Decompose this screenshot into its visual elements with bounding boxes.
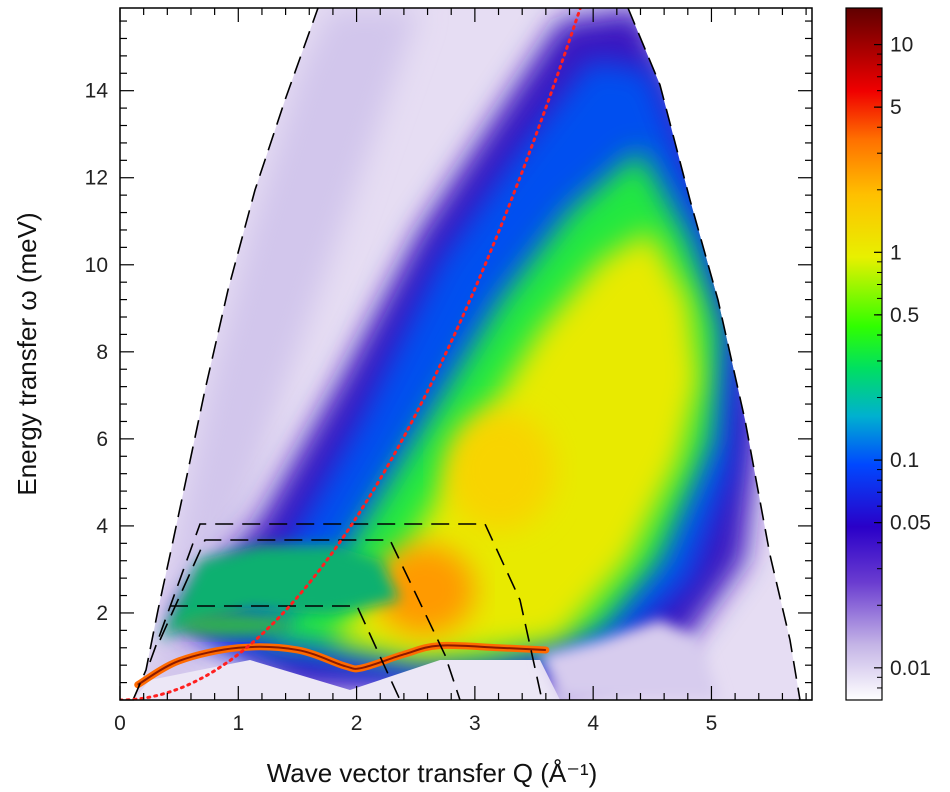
y-tick-label: 12 <box>85 167 108 190</box>
colorbar-tick-label: 0.05 <box>890 512 931 535</box>
colorbar-tick-label: 1 <box>890 241 902 264</box>
y-tick-label: 14 <box>85 80 109 103</box>
colorbar <box>846 8 882 700</box>
colorbar-tick-label: 0.01 <box>890 657 931 680</box>
x-tick-label: 3 <box>469 712 481 735</box>
colorbar-tick-label: 0.1 <box>890 449 919 472</box>
x-tick-label: 0 <box>114 712 126 735</box>
y-tick-label: 4 <box>96 515 108 538</box>
x-tick-label: 4 <box>587 712 599 735</box>
y-tick-label: 10 <box>85 254 108 277</box>
intensity-map <box>120 0 812 700</box>
x-tick-label: 2 <box>351 712 363 735</box>
colorbar-tick-label: 0.5 <box>890 304 919 327</box>
x-tick-label: 1 <box>232 712 244 735</box>
x-tick-label: 5 <box>706 712 718 735</box>
y-tick-label: 8 <box>96 341 108 364</box>
y-axis-label: Energy transfer ω (meV) <box>12 212 42 495</box>
colorbar-tick-label: 5 <box>890 96 902 119</box>
y-tick-label: 6 <box>96 428 108 451</box>
colorbar-tick-label: 10 <box>890 34 913 57</box>
x-axis-label: Wave vector transfer Q (Å⁻¹) <box>267 758 598 788</box>
y-tick-label: 2 <box>96 602 108 625</box>
